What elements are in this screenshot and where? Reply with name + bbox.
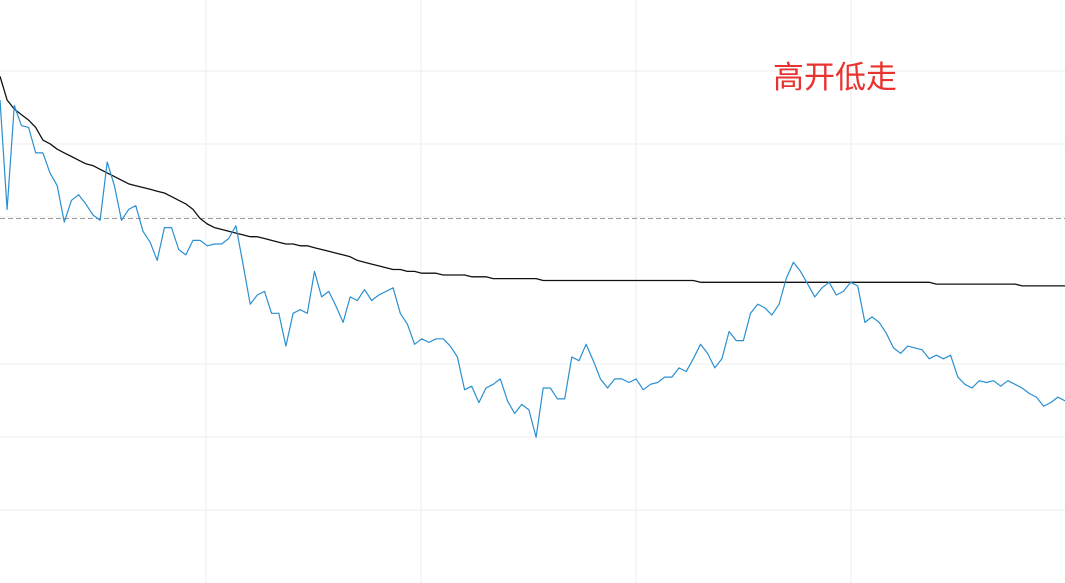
average-series-line bbox=[0, 76, 1065, 287]
chart-annotation: 高开低走 bbox=[773, 60, 897, 96]
series-layer bbox=[0, 76, 1065, 438]
price-series-line bbox=[0, 99, 1065, 438]
